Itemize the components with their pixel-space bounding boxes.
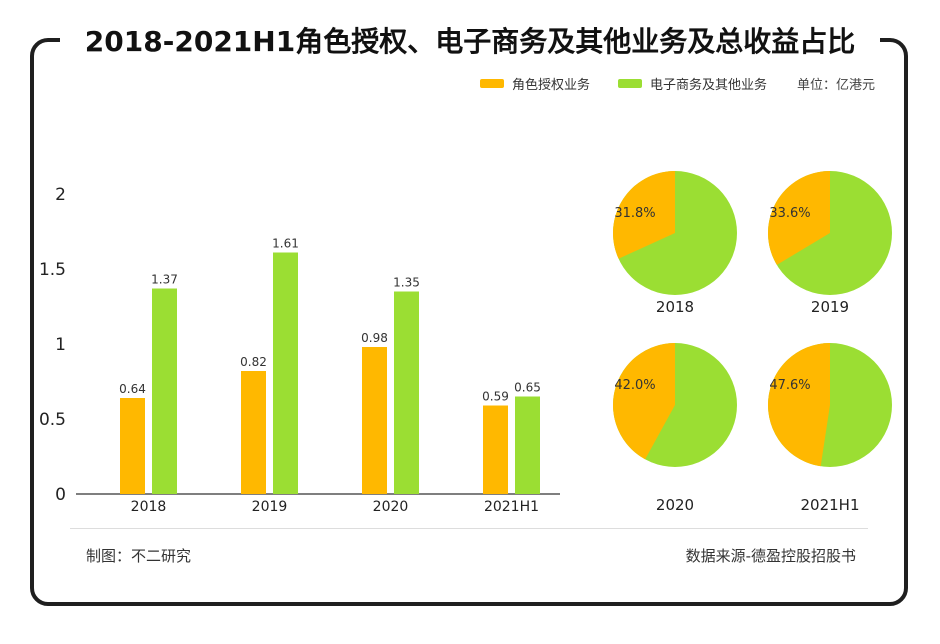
y-tick-label: 1 — [55, 335, 66, 355]
pie-slice-licensing — [768, 343, 830, 467]
pie-year-label: 2020 — [656, 496, 694, 514]
pie-share-label: 31.8% — [614, 206, 655, 221]
legend: 角色授权业务 电子商务及其他业务 单位：亿港元 — [452, 74, 875, 93]
pie-share-label: 42.0% — [614, 378, 655, 393]
bar-value-label: 0.64 — [119, 382, 146, 396]
y-tick-label: 0 — [55, 485, 66, 505]
x-tick-label: 2021H1 — [484, 499, 539, 515]
legend-item-ecommerce: 电子商务及其他业务 — [617, 74, 767, 93]
bar-licensing — [241, 371, 266, 494]
bar-licensing — [362, 347, 387, 494]
y-tick-label: 0.5 — [39, 410, 66, 430]
legend-label-ecommerce: 电子商务及其他业务 — [649, 78, 767, 93]
x-tick-label: 2019 — [252, 499, 288, 515]
bar-ecommerce — [394, 291, 419, 494]
unit-label: 单位：亿港元 — [796, 78, 875, 93]
bar-value-label: 0.82 — [240, 355, 267, 369]
chart-title: 2018-2021H1角色授权、电子商务及其他业务及总收益占比 — [60, 20, 880, 64]
x-tick-label: 2020 — [373, 499, 409, 515]
bar-ecommerce — [273, 252, 298, 494]
pie-slice-licensing — [613, 343, 675, 460]
bar-ecommerce — [152, 288, 177, 494]
bar-value-label: 0.98 — [361, 331, 388, 345]
pie-slice-licensing — [612, 171, 675, 259]
pie-slice-licensing — [768, 171, 830, 265]
bar-value-label: 1.61 — [272, 237, 299, 251]
pie-share-label: 47.6% — [769, 378, 810, 393]
footer-credit: 制图：不二研究 — [86, 547, 192, 565]
bar-value-label: 1.37 — [151, 273, 178, 287]
bar-licensing — [120, 398, 145, 494]
pie-year-label: 2018 — [656, 298, 694, 316]
pie-year-label: 2021H1 — [801, 496, 860, 514]
y-tick-label: 1.5 — [39, 260, 66, 280]
footer-divider — [70, 528, 868, 529]
legend-swatch-ecommerce — [617, 79, 642, 88]
bar-licensing — [483, 405, 508, 494]
legend-swatch-licensing — [479, 79, 504, 88]
x-tick-label: 2018 — [131, 499, 167, 515]
legend-item-licensing: 角色授权业务 — [479, 74, 590, 93]
bar-value-label: 1.35 — [393, 276, 420, 290]
bar-value-label: 0.59 — [482, 390, 509, 404]
pie-share-label: 33.6% — [769, 206, 810, 221]
bar-value-label: 0.65 — [514, 381, 541, 395]
y-tick-label: 2 — [55, 185, 66, 205]
footer-source: 数据来源-德盈控股招股书 — [685, 547, 856, 565]
legend-label-licensing: 角色授权业务 — [511, 78, 590, 93]
bar-ecommerce — [515, 396, 540, 494]
pie-year-label: 2019 — [811, 298, 849, 316]
